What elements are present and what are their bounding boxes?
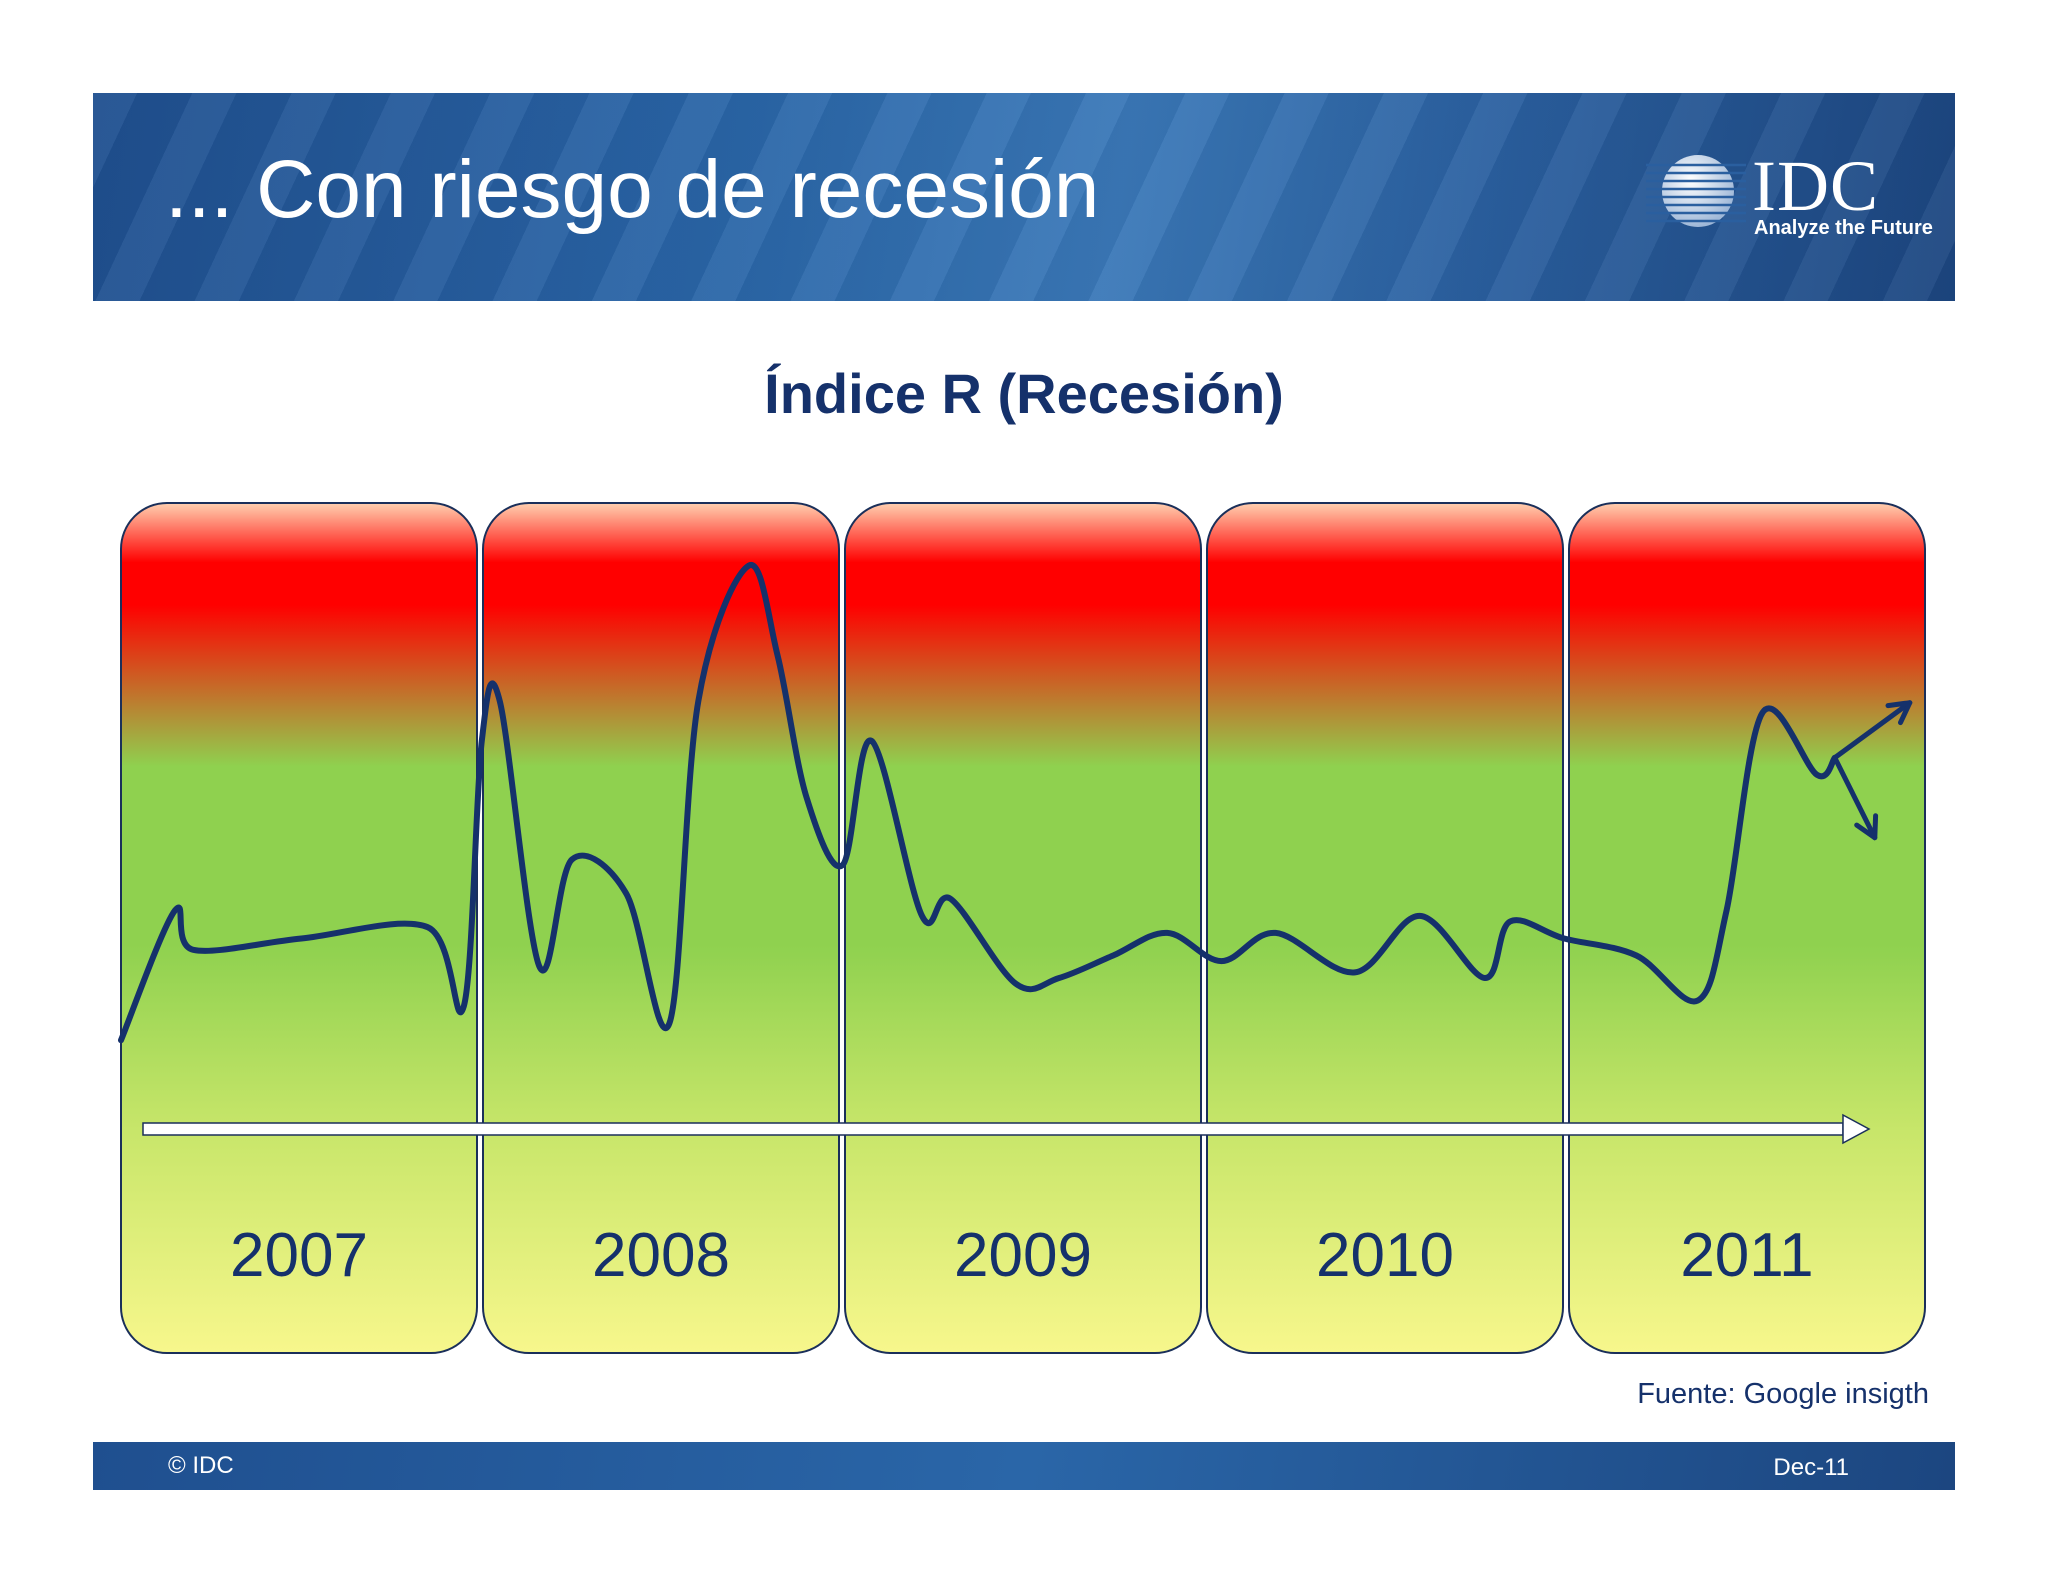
trend-arrow-down bbox=[1832, 755, 1878, 841]
year-band-2009 bbox=[844, 502, 1202, 1354]
year-band-2008 bbox=[482, 502, 840, 1354]
series-line-0 bbox=[118, 562, 1838, 1044]
year-label-2009: 2009 bbox=[954, 1221, 1092, 1290]
logo-wordmark: IDC bbox=[1752, 146, 1879, 226]
trend-arrowhead-up bbox=[1885, 700, 1913, 726]
chart: 2007 2008 2009 2010 2011 bbox=[118, 502, 1926, 1354]
year-label-2007: 2007 bbox=[230, 1221, 368, 1290]
timeline-arrow-head bbox=[1842, 1113, 1871, 1145]
footer-copyright: © IDC bbox=[168, 1452, 234, 1479]
timeline-arrow-shaft bbox=[142, 1122, 1844, 1136]
year-band-2010 bbox=[1206, 502, 1564, 1354]
year-band-2007 bbox=[120, 502, 478, 1354]
year-label-2011: 2011 bbox=[1680, 1221, 1813, 1290]
chart-title: Índice R (Recesión) bbox=[764, 362, 1284, 425]
trend-arrowhead-down bbox=[1854, 813, 1879, 841]
year-band-2011 bbox=[1568, 502, 1926, 1354]
page-title: ... Con riesgo de recesión bbox=[165, 144, 1100, 235]
header-banner: ... Con riesgo de recesión bbox=[93, 93, 1955, 301]
globe-icon bbox=[1646, 155, 1746, 227]
footer-bar: © IDC Dec-11 bbox=[93, 1442, 1955, 1490]
year-label-2010: 2010 bbox=[1316, 1221, 1454, 1290]
idc-logo: IDC Analyze the Future bbox=[1646, 146, 1933, 251]
slide: ... Con riesgo de recesión bbox=[93, 93, 1955, 1490]
trend-arrow-up bbox=[1832, 700, 1913, 761]
year-label-2008: 2008 bbox=[592, 1221, 730, 1290]
footer-date: Dec-11 bbox=[1773, 1454, 1849, 1481]
source-note: Fuente: Google insigth bbox=[1637, 1378, 1929, 1410]
logo-tagline: Analyze the Future bbox=[1754, 217, 1933, 239]
